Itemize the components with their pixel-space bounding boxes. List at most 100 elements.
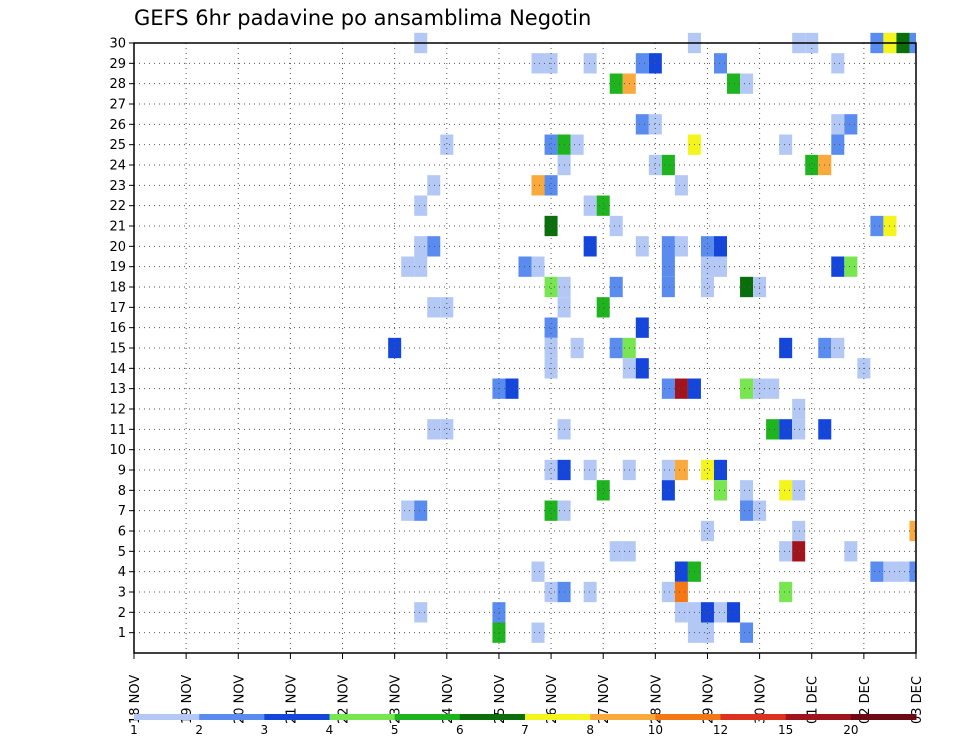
precip-cell [570,134,584,155]
x-tick-label: 02 DEC [858,676,873,724]
y-tick-label: 10 [109,443,126,458]
precip-cell [440,419,454,440]
colorbar-swatch [329,714,396,720]
colorbar-label: 5 [391,723,399,737]
precip-cell [492,622,506,643]
precip-cell [401,500,415,521]
precip-cell [792,480,806,501]
precip-cell [831,114,845,135]
precip-cell [779,480,793,501]
precip-cell [674,378,688,399]
precip-cell [492,602,506,623]
precip-cell [727,73,741,94]
precip-cell [570,337,584,359]
y-tick-label: 6 [118,525,126,540]
x-tick-label: 21 NOV [284,675,299,724]
precip-cell [531,256,545,277]
precip-cell [544,215,558,237]
precip-cell [648,154,662,176]
precip-cell [766,378,780,399]
precip-cell [700,602,714,623]
precip-cell [609,215,623,237]
precip-cell [440,297,454,318]
precip-cell [700,236,714,257]
y-tick-label: 7 [118,504,126,519]
precip-cell [831,256,845,277]
precip-cell [713,53,728,74]
precip-cell [544,317,558,338]
colorbar-swatch [655,714,721,720]
precip-cell [661,276,675,298]
precip-cell [609,276,623,298]
precip-cell [792,398,806,420]
precip-cell [805,154,819,176]
x-tick-label: 29 NOV [701,675,716,724]
precip-cell [648,114,662,135]
precip-cell [583,236,597,257]
y-tick-label: 3 [118,586,126,601]
y-tick-label: 26 [109,118,126,133]
precip-cell [609,541,623,562]
precip-cell [440,134,454,155]
precip-cell [596,297,610,318]
y-tick-label: 20 [109,240,126,255]
precip-cell [635,358,649,379]
precip-cell [635,53,649,74]
colorbar-swatch [590,714,656,720]
x-tick-label: 18 NOV [128,675,143,724]
precip-cell [661,459,675,481]
precip-cell [700,520,714,542]
precip-cell [674,175,688,196]
precip-cell [844,256,858,277]
precip-cell [544,175,558,196]
colorbar-label: 8 [586,723,594,737]
precip-cell [779,134,793,155]
precip-cell [779,419,793,440]
y-tick-label: 9 [118,464,126,479]
y-tick-label: 21 [109,220,126,235]
precip-cell [401,256,415,277]
x-axis: 18 NOV 19 NOV 20 NOV 21 NOV 22 NOV 23 NOV 24 N… [128,653,925,724]
precip-cell [792,520,806,542]
precip-cell [531,622,545,643]
precip-cell [740,276,754,298]
y-axis: 1234567891011121314151617181920212223242… [109,37,134,641]
precip-cell [674,561,688,582]
precip-cell [779,337,793,359]
colorbar-swatch [394,714,461,720]
precip-cell [583,53,597,74]
y-tick-label: 13 [109,382,126,397]
precip-cell [740,73,754,94]
precip-cell [531,561,545,582]
precip-cell [583,581,597,603]
precip-cell [766,419,780,440]
precip-cell [635,114,649,135]
x-tick-label: 23 NOV [389,675,404,724]
precip-cell [779,541,793,562]
y-tick-label: 16 [109,321,126,336]
precip-cell [896,561,910,582]
precip-cell [544,134,558,155]
precip-cell [713,480,728,501]
x-tick-label: 01 DEC [806,676,821,724]
colorbar-swatch [134,714,200,720]
precip-cell [661,480,675,501]
y-tick-label: 30 [109,37,126,52]
precip-cell [713,459,728,481]
precip-cell [414,236,428,257]
x-tick-label: 25 NOV [493,675,508,724]
precip-cell [674,581,688,603]
precip-cell [531,53,545,74]
precip-cell [596,195,610,216]
precip-cell [609,73,623,94]
precip-cell [831,134,845,155]
y-tick-label: 23 [109,179,126,194]
colorbar-label: 7 [521,723,529,737]
y-tick-label: 4 [118,565,126,580]
precip-cell [583,195,597,216]
precip-cell [414,195,428,216]
colorbar-label: 6 [456,723,464,737]
y-tick-label: 27 [109,98,126,113]
precip-cell [661,581,675,603]
precip-cell [661,154,675,176]
